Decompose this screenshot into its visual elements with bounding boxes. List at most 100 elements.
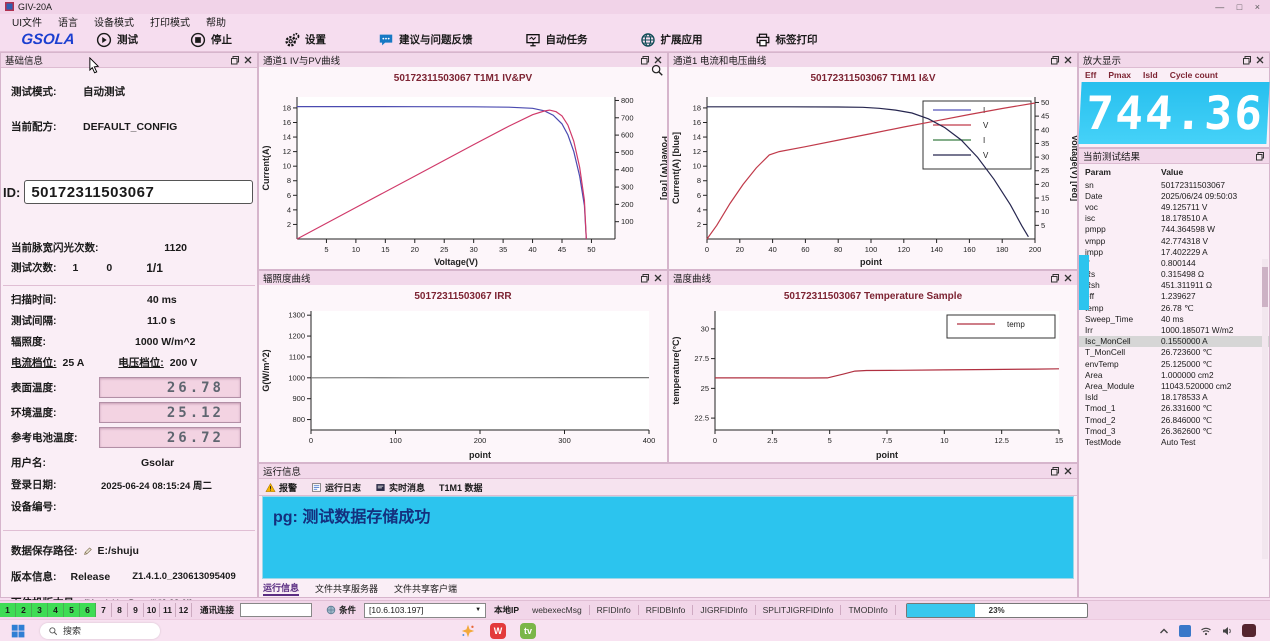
result-row[interactable]: Sweep_Time 40 ms xyxy=(1079,313,1269,324)
menu-item[interactable]: 打印模式 xyxy=(150,17,190,29)
status-item[interactable]: RFIDInfo xyxy=(590,605,639,615)
taskbar-search[interactable]: 搜索 xyxy=(40,622,160,639)
window-controls[interactable]: — □ × xyxy=(1215,2,1265,12)
display-metric-link[interactable]: Isld xyxy=(1143,70,1158,80)
result-row[interactable]: sn 50172311503067 xyxy=(1079,179,1269,190)
run-tab[interactable]: 实时消息 xyxy=(375,481,425,494)
station-indicator-segments: 1 2 3 4 5 6 7 8 9 10 11 12 xyxy=(0,603,192,617)
toolbar-button-play[interactable]: 测试 xyxy=(96,32,138,48)
result-value: 11043.520000 cm2 xyxy=(1161,380,1232,391)
toolbar-button-stop[interactable]: 停止 xyxy=(190,32,232,48)
result-row[interactable]: Rs 0.315498 Ω xyxy=(1079,269,1269,280)
run-tab[interactable]: 运行日志 xyxy=(311,481,361,494)
toolbar-button-printer[interactable]: 标签打印 xyxy=(755,32,818,48)
menu-item[interactable]: 帮助 xyxy=(206,17,226,29)
result-row[interactable]: Irr 1000.185071 W/m2 xyxy=(1079,324,1269,335)
result-row[interactable]: Area_Module 11043.520000 cm2 xyxy=(1079,380,1269,391)
result-row[interactable]: T_MonCell 26.723600 ℃ xyxy=(1079,347,1269,358)
result-row[interactable]: pmpp 744.364598 W xyxy=(1079,224,1269,235)
result-row[interactable]: vmpp 42.774318 V xyxy=(1079,235,1269,246)
display-metric-link[interactable]: Cycle count xyxy=(1169,70,1218,80)
display-metric-link[interactable]: Pmax xyxy=(1108,70,1132,80)
station-segment: 1 xyxy=(0,603,16,617)
close-panel-icon[interactable] xyxy=(1063,273,1073,283)
close-panel-icon[interactable] xyxy=(1063,55,1073,65)
toolbar-button-monitor[interactable]: 自动任务 xyxy=(525,32,588,48)
display-metric-link[interactable]: Eff xyxy=(1085,70,1097,80)
float-panel-icon[interactable] xyxy=(1050,273,1060,283)
float-panel-icon[interactable] xyxy=(1242,55,1252,65)
float-panel-icon[interactable] xyxy=(640,273,650,283)
local-ip-label[interactable]: 本地IP xyxy=(494,605,520,615)
status-item[interactable]: SPLITJIGRFIDInfo xyxy=(756,605,842,615)
dock-tab[interactable]: 运行信息 xyxy=(263,581,300,596)
ip-combo[interactable]: [10.6.103.197] ▼ xyxy=(364,602,487,618)
close-panel-icon[interactable] xyxy=(653,273,663,283)
menu-item[interactable]: UI文件 xyxy=(12,17,42,29)
temperature-chart[interactable]: 50172311503067 Temperature Sample 0 2.5 5 7.… xyxy=(669,285,1077,462)
result-row[interactable]: Rsh 451.311911 Ω xyxy=(1079,280,1269,291)
action-label[interactable]: 条件 xyxy=(339,605,357,615)
result-row[interactable]: envTemp 25.125000 ℃ xyxy=(1079,358,1269,369)
float-panel-icon[interactable] xyxy=(640,55,650,65)
status-item[interactable]: webexecMsg xyxy=(525,605,590,615)
dock-tab[interactable]: 文件共享服务器 xyxy=(315,584,379,594)
close-panel-icon[interactable] xyxy=(1063,466,1073,476)
irradiance-value: 1000 W/m^2 xyxy=(135,335,196,348)
id-input[interactable]: 50172311503067 xyxy=(24,180,253,204)
result-row[interactable]: Isc_MonCell 0.1550000 A xyxy=(1079,335,1269,347)
close-panel-icon[interactable] xyxy=(1255,55,1265,65)
result-row[interactable]: Isld 18.178533 A xyxy=(1079,392,1269,403)
result-row[interactable]: impp 17.402229 A xyxy=(1079,246,1269,257)
edit-path-icon[interactable] xyxy=(83,546,93,556)
result-row[interactable]: temp 26.78 ℃ xyxy=(1079,302,1269,313)
status-item[interactable]: JIGRFIDInfo xyxy=(693,605,756,615)
result-row[interactable]: Tmod_2 26.846000 ℃ xyxy=(1079,414,1269,425)
copilot-icon[interactable] xyxy=(460,623,476,639)
float-panel-icon[interactable] xyxy=(1050,466,1060,476)
run-tab[interactable]: 报警 xyxy=(265,481,297,494)
result-row[interactable]: voc 49.125711 V xyxy=(1079,201,1269,212)
wps-icon[interactable]: W xyxy=(490,622,506,639)
float-panel-icon[interactable] xyxy=(1255,151,1265,161)
run-tab[interactable]: T1M1 数据 xyxy=(439,481,483,494)
toolbar-button-gear[interactable]: 设置 xyxy=(284,32,326,48)
results-panel: 当前测试结果 Param Value sn 50172311503067 Date 20… xyxy=(1078,148,1270,598)
result-row[interactable]: Tmod_1 26.331600 ℃ xyxy=(1079,403,1269,414)
network-icon[interactable] xyxy=(1200,625,1212,637)
result-row[interactable]: isc 18.178510 A xyxy=(1079,213,1269,224)
magnified-display-header: 放大显示 xyxy=(1079,53,1269,68)
tray-app-icon[interactable] xyxy=(1179,624,1191,637)
result-row[interactable]: Area 1.000000 cm2 xyxy=(1079,369,1269,380)
result-row[interactable]: Tmod_3 26.362600 ℃ xyxy=(1079,425,1269,436)
toolbar-button-chat[interactable]: 建议与问题反馈 xyxy=(378,32,473,48)
result-value: 25.125000 ℃ xyxy=(1161,358,1212,369)
results-scrollbar[interactable] xyxy=(1262,259,1268,559)
result-row[interactable]: Date 2025/06/24 09:50:03 xyxy=(1079,190,1269,201)
close-panel-icon[interactable] xyxy=(653,55,663,65)
svg-text:8: 8 xyxy=(287,176,291,185)
close-panel-icon[interactable] xyxy=(243,55,253,65)
tray-expand-icon[interactable] xyxy=(1158,625,1170,637)
tray-dark-app-icon[interactable] xyxy=(1242,624,1256,637)
result-row[interactable]: TestMode Auto Test xyxy=(1079,436,1269,447)
run-info-tabs: 报警 运行日志 实时消息 T1M1 数据 xyxy=(259,479,1077,496)
result-row[interactable]: eff 1.239627 xyxy=(1079,291,1269,302)
irradiance-chart[interactable]: 50172311503067 IRR 0 100 200 300 400 800 900 100… xyxy=(259,285,667,462)
comm-connect-input[interactable] xyxy=(240,603,313,617)
menu-item[interactable]: 设备模式 xyxy=(94,17,134,29)
float-panel-icon[interactable] xyxy=(230,55,240,65)
result-row[interactable]: ff0.800144 xyxy=(1079,257,1269,268)
menu-item[interactable]: 语言 xyxy=(58,17,78,29)
play-icon xyxy=(96,32,112,48)
start-button[interactable] xyxy=(10,623,26,639)
status-item[interactable]: TMODInfo xyxy=(841,605,896,615)
iv-point-chart[interactable]: 50172311503067 T1M1 I&V 0 20 40 60 80 100 120 14… xyxy=(669,67,1077,269)
toolbar-button-globe[interactable]: 扩展应用 xyxy=(640,32,703,48)
status-item[interactable]: RFIDBInfo xyxy=(639,605,694,615)
volume-icon[interactable] xyxy=(1221,625,1233,637)
dock-tab[interactable]: 文件共享客户端 xyxy=(394,584,458,594)
ivpv-chart[interactable]: 50172311503067 T1M1 IV&PV 5 10 15 20 25 30 35 40… xyxy=(259,67,667,269)
tv-app-icon[interactable]: tv xyxy=(520,622,536,639)
float-panel-icon[interactable] xyxy=(1050,55,1060,65)
